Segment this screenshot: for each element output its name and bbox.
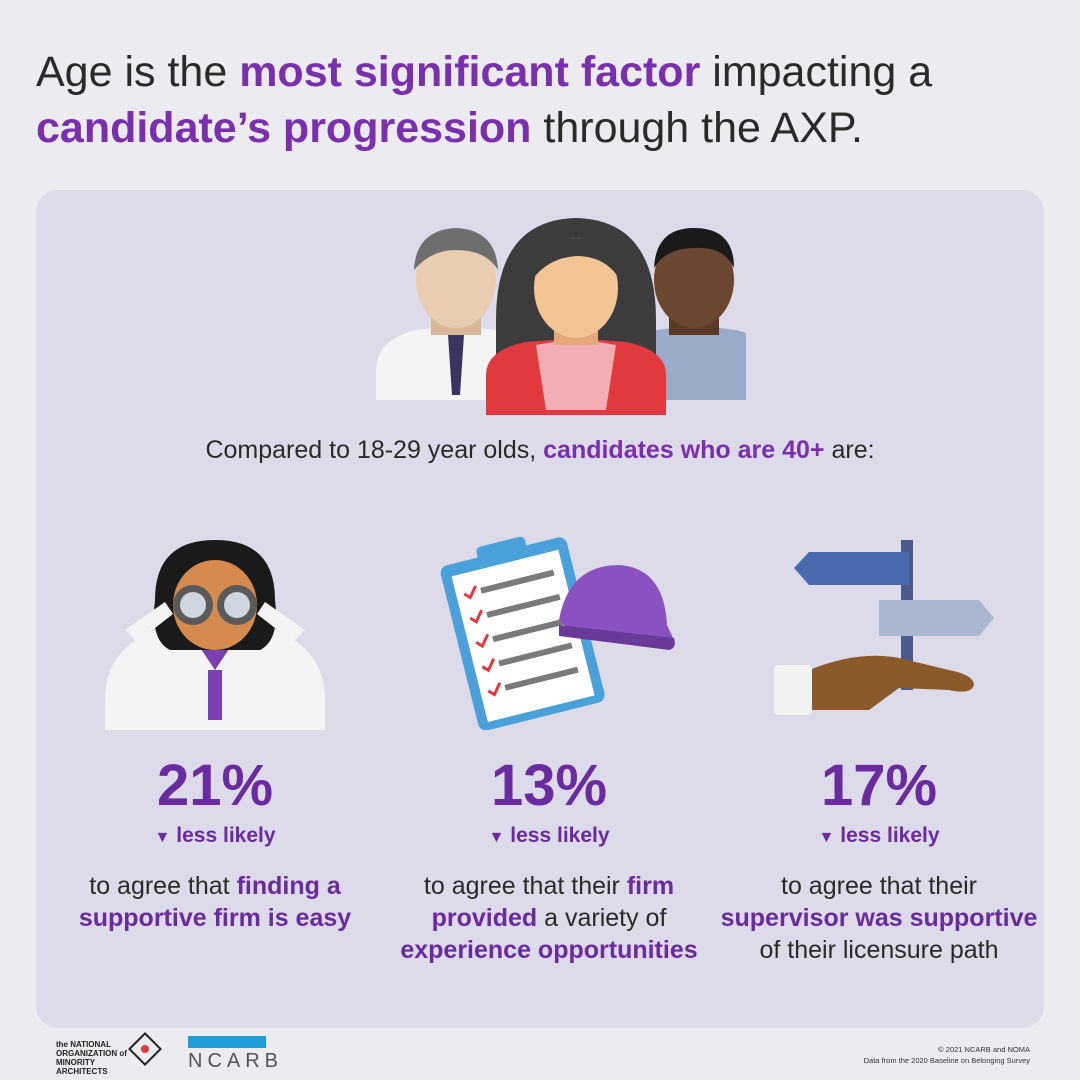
people-group-icon	[376, 218, 746, 415]
copyright-text: © 2021 NCARB and NOMA	[938, 1045, 1030, 1054]
desc-highlight: firm provided	[431, 872, 675, 932]
stat-percent: 13%	[490, 753, 608, 818]
headline-highlight: most significant factor	[239, 48, 701, 96]
stat-description: to agree that their supervisor was suppo…	[714, 870, 1044, 966]
stat-column: 13% ▼ less likely to agree that their fir…	[384, 530, 714, 966]
source-text: Data from the 2020 Baseline on Belonging…	[863, 1056, 1030, 1065]
stat-likely-text: less likely	[176, 824, 276, 847]
stat-likely: ▼ less likely	[714, 824, 1044, 848]
desc-text: to agree that their	[423, 872, 627, 900]
desc-text: of their licensure path	[759, 936, 999, 964]
comparison-statement: Compared to 18-29 year olds, candidates …	[36, 436, 1044, 465]
stat-likely: ▼ less likely	[50, 824, 380, 848]
stat-percent: 17%	[820, 753, 938, 818]
desc-text: a variety of	[537, 904, 667, 932]
headline: Age is the most significant factor impac…	[36, 44, 1046, 156]
stats-panel: Compared to 18-29 year olds, candidates …	[36, 190, 1044, 1028]
desc-text: to agree that	[89, 872, 237, 900]
stat-likely-text: less likely	[840, 824, 940, 847]
comparison-text: are:	[824, 436, 875, 464]
headline-highlight: candidate’s progression	[36, 104, 532, 152]
headline-text: through the AXP.	[531, 104, 863, 152]
ncarb-logo-bar	[188, 1036, 266, 1048]
stat-likely: ▼ less likely	[384, 824, 714, 848]
desc-highlight: experience opportunities	[400, 936, 698, 964]
stat-column: 17% ▼ less likely to agree that their sup…	[714, 530, 1044, 966]
desc-text: to agree that their	[781, 872, 977, 900]
desc-highlight: supervisor was supportive	[720, 904, 1038, 932]
stat-percent: 21%	[156, 753, 274, 818]
comparison-text: Compared to 18-29 year olds,	[205, 436, 544, 464]
headline-text: impacting a	[700, 48, 933, 96]
noma-logo: the NATIONAL ORGANIZATION of MINORITY AR…	[56, 1040, 127, 1076]
desc-highlight: finding a supportive firm is easy	[78, 872, 352, 932]
noma-mark-icon	[128, 1032, 162, 1066]
headline-text: Age is the	[36, 48, 240, 96]
hand-signpost-icon	[774, 540, 994, 715]
clipboard-hardhat-icon	[440, 536, 675, 730]
down-triangle-icon: ▼	[818, 829, 835, 846]
ncarb-logo: NCARB	[188, 1050, 284, 1072]
stat-description: to agree that their firm provided a vari…	[384, 870, 714, 966]
binoculars-person-icon	[105, 540, 325, 730]
down-triangle-icon: ▼	[154, 829, 171, 846]
stat-description: to agree that finding a supportive firm …	[50, 870, 380, 934]
stat-likely-text: less likely	[510, 824, 610, 847]
down-triangle-icon: ▼	[488, 829, 505, 846]
stat-column: 21% ▼ less likely to agree that finding a…	[50, 530, 380, 934]
credits: © 2021 NCARB and NOMA Data from the 2020…	[864, 1044, 1030, 1066]
comparison-highlight: candidates who are 40+	[543, 436, 825, 464]
